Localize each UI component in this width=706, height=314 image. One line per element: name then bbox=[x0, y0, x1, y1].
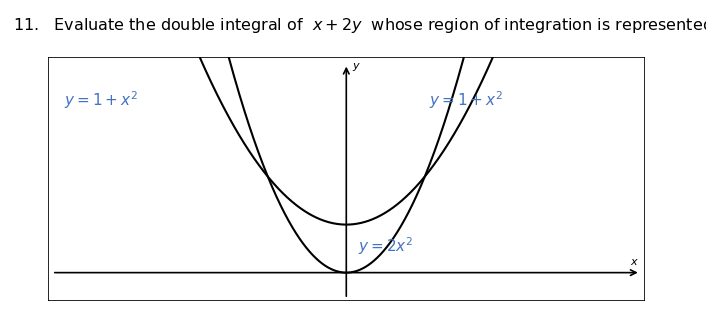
Text: y: y bbox=[352, 61, 359, 71]
Text: $y = 1 + x^2$: $y = 1 + x^2$ bbox=[64, 89, 138, 111]
Text: x: x bbox=[630, 257, 637, 267]
Text: $y = 2x^2$: $y = 2x^2$ bbox=[358, 236, 413, 257]
Text: 11.   Evaluate the double integral of  $x + 2y$  whose region of integration is : 11. Evaluate the double integral of $x +… bbox=[13, 16, 706, 35]
Text: $y = 1 + x^2$: $y = 1 + x^2$ bbox=[429, 89, 503, 111]
